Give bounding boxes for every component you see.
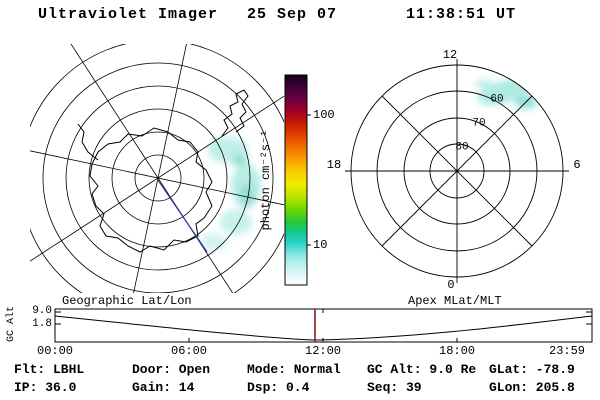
time-tick-0000: 00:00 (37, 344, 74, 358)
geo-grid (30, 44, 284, 293)
alt-ytick-1p8: 1.8 (32, 318, 52, 330)
status-mode: Mode: Normal (247, 362, 341, 377)
antarctica-coastline (77, 89, 249, 253)
status-gcalt: GC Alt: 9.0 Re (367, 362, 477, 377)
status-glon: GLon: 205.8 (489, 380, 575, 395)
colorbar-label: photon cm⁻²s⁻¹ (259, 129, 273, 231)
colorbar-tick-10: 10 (313, 238, 328, 252)
colorbar-tick-100: 100 (313, 108, 335, 122)
status-glat: GLat: -78.9 (489, 362, 575, 377)
time-tick-1800: 18:00 (439, 344, 476, 358)
alt-ytick-9: 9.0 (32, 305, 52, 317)
mlat-ring-60-label: 60 (490, 93, 504, 106)
status-seq: Seq: 39 (367, 380, 422, 395)
header-time: 11:38:51 UT (406, 6, 517, 23)
status-door: Door: Open (132, 362, 211, 377)
time-tick-1200: 12:00 (305, 344, 342, 358)
altitude-curve (54, 315, 593, 341)
status-dsp: Dsp: 0.4 (247, 380, 310, 395)
mlat-ring-80-label: 80 (455, 141, 469, 154)
mlt-0-label: 0 (447, 278, 455, 292)
colorbar (284, 74, 311, 286)
time-tick-0600: 06:00 (171, 344, 208, 358)
gc-alt-axis-label: GC Alt (6, 305, 17, 343)
geo-panel-caption: Geographic Lat/Lon (62, 294, 192, 308)
status-flt: Flt: LBHL (14, 362, 85, 377)
time-tick-2359: 23:59 (549, 344, 586, 358)
colorbar-gradient (284, 74, 308, 286)
mlt-18-label: 18 (326, 158, 342, 172)
status-ip: IP: 36.0 (14, 380, 77, 395)
mlt-6-label: 6 (573, 158, 581, 172)
altitude-plot (54, 308, 593, 343)
header-date: 25 Sep 07 (247, 6, 338, 23)
status-gain: Gain: 14 (132, 380, 195, 395)
app-title: Ultraviolet Imager (38, 6, 219, 23)
mlat-ring-70-label: 70 (472, 117, 486, 130)
aurora-emission-geo (201, 137, 261, 251)
apex-panel-caption: Apex MLat/MLT (408, 294, 502, 308)
mlt-12-label: 12 (442, 48, 458, 62)
apex-grid (345, 59, 569, 283)
satellite-track-line (157, 179, 208, 253)
